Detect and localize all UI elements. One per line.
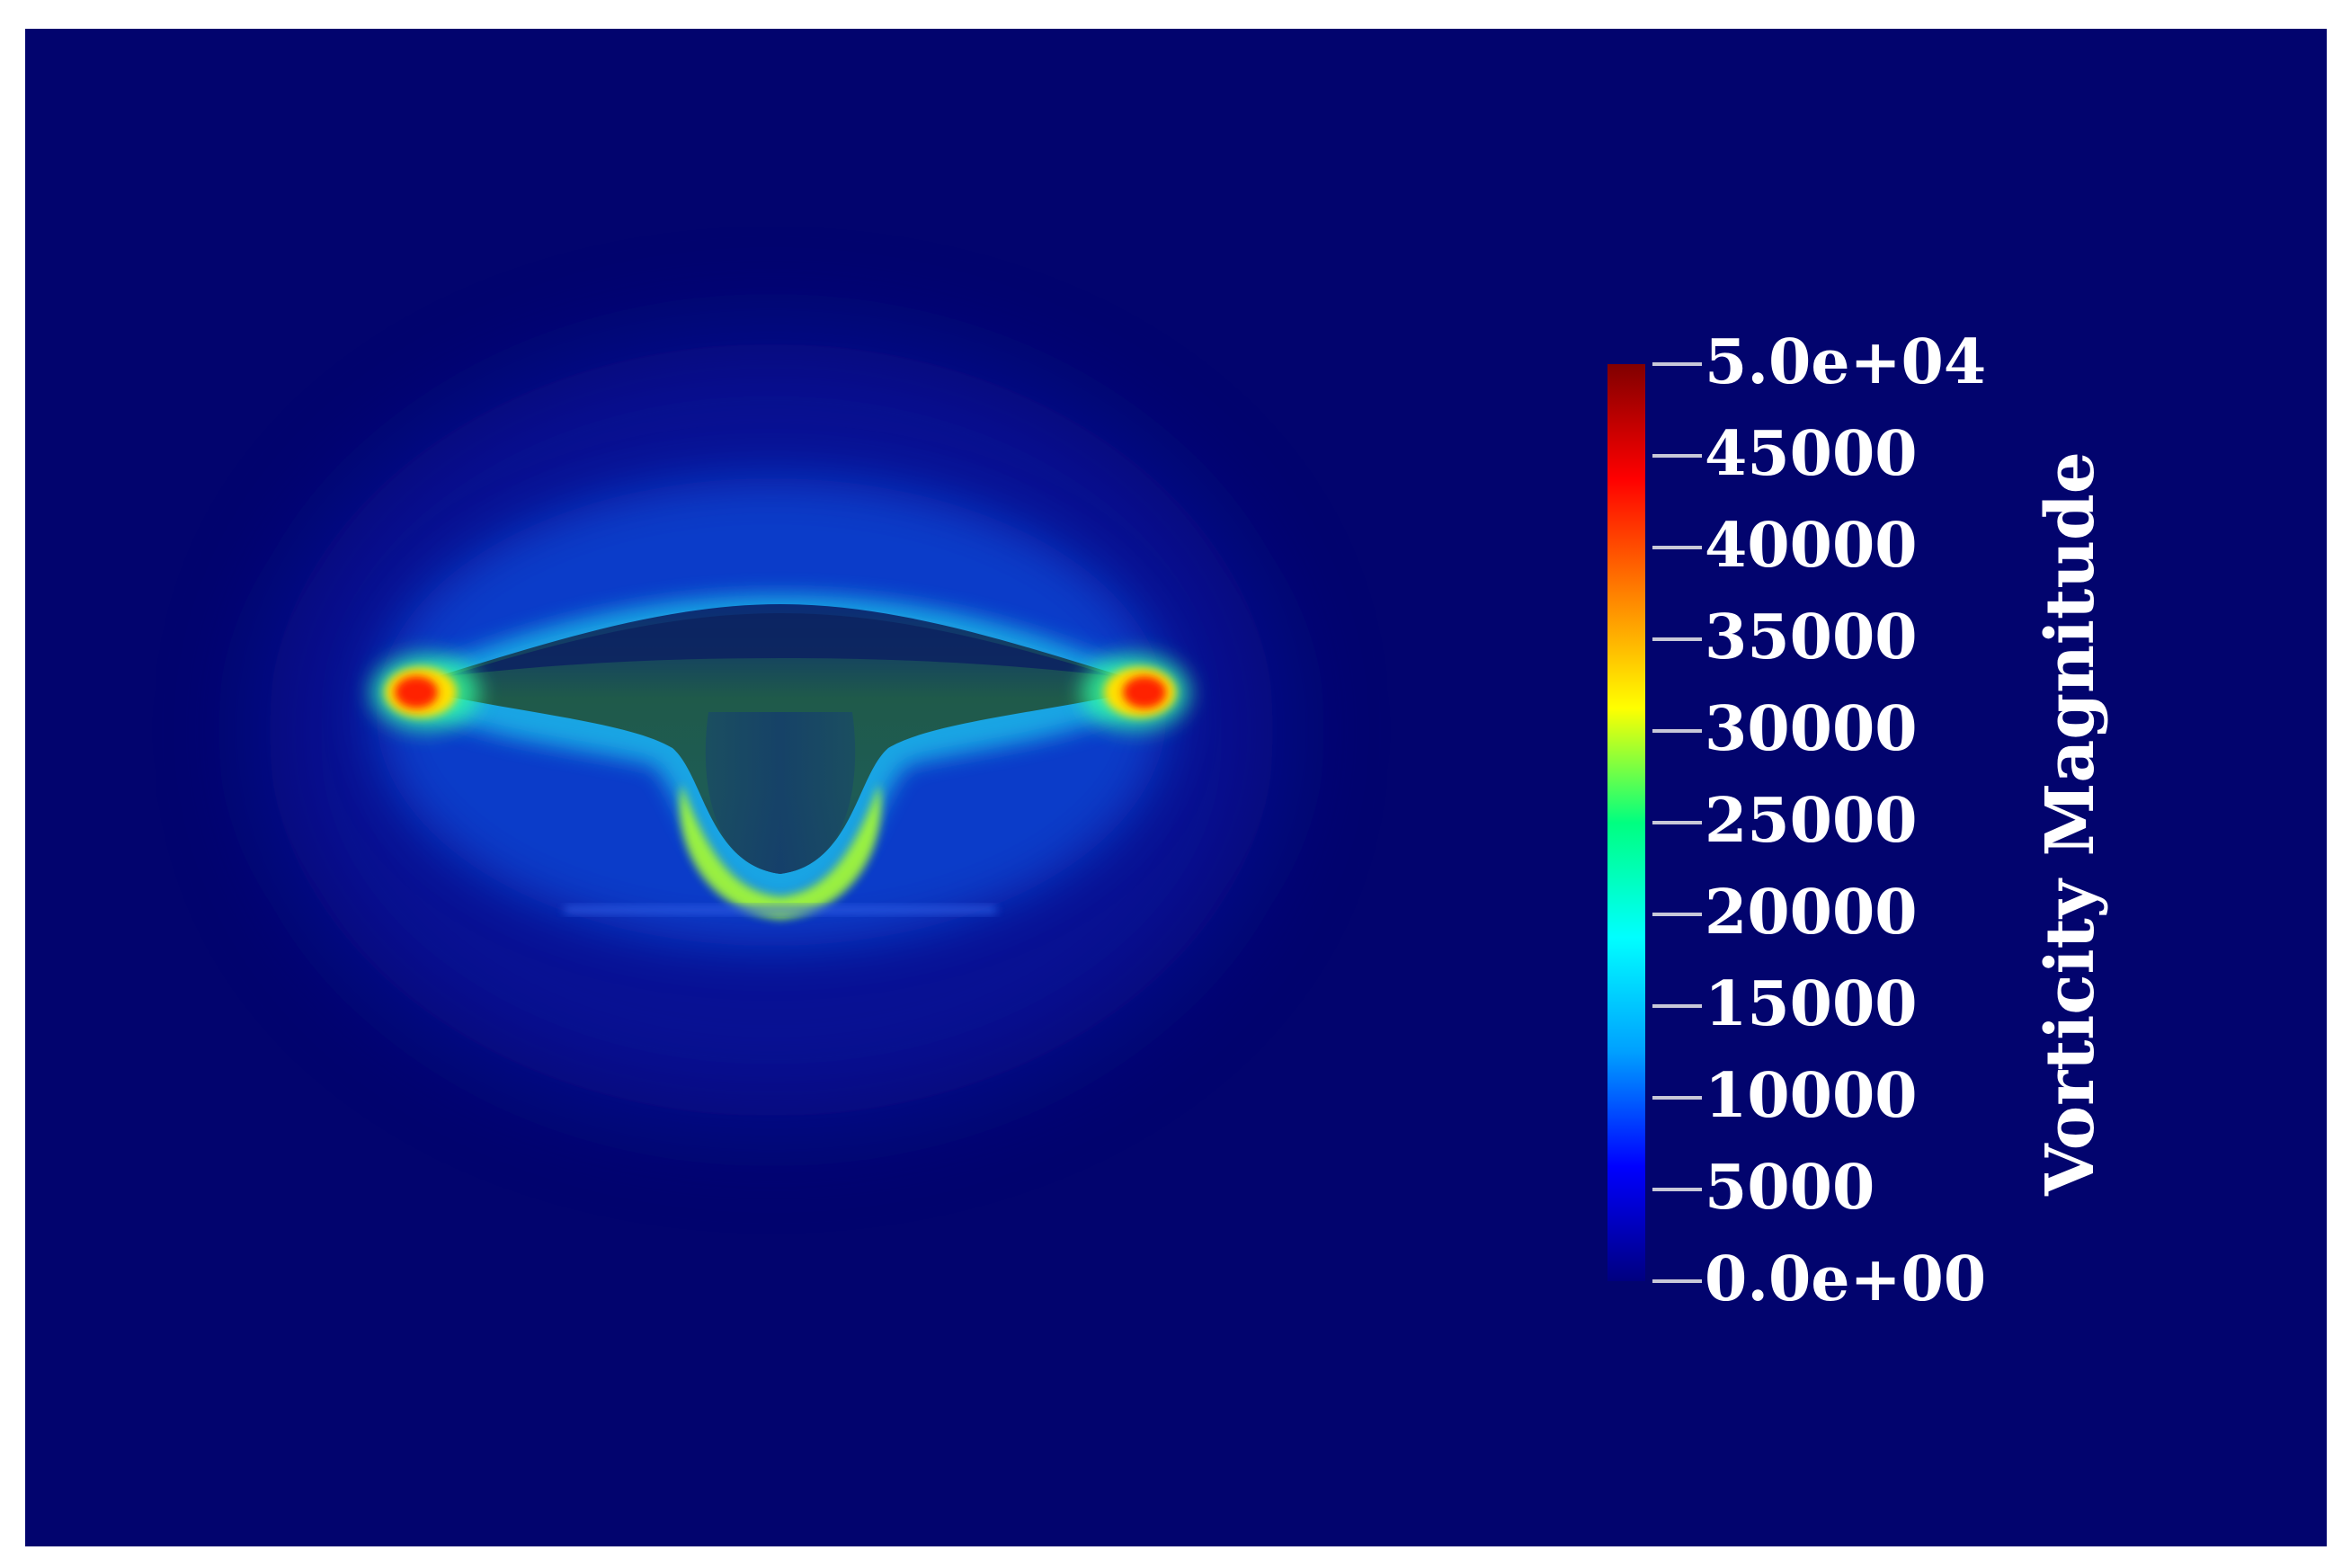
colorbar-tick-label: 0.0e+00	[1705, 1243, 1987, 1315]
colorbar-tick-label: 30000	[1705, 693, 1918, 765]
colorbar-tick-label: 10000	[1705, 1060, 1918, 1132]
colorbar-tick-label: 5000	[1705, 1152, 1875, 1224]
colorbar-tick-label: 35000	[1705, 601, 1918, 673]
colorbar-tick-mark	[1652, 821, 1702, 824]
vorticity-field	[268, 343, 1275, 1117]
colorbar-tick-mark	[1652, 637, 1702, 641]
vortex-stem	[705, 712, 856, 874]
colorbar-gradient	[1607, 364, 1645, 1281]
colorbar-tick-label: 40000	[1705, 510, 1918, 582]
colorbar-tick-mark	[1652, 1096, 1702, 1100]
colorbar-tick-mark	[1652, 362, 1702, 366]
colorbar-tick-mark	[1652, 1004, 1702, 1008]
colorbar-tick-mark	[1652, 1188, 1702, 1191]
colorbar-tick-label: 20000	[1705, 877, 1918, 949]
colorbar-title: Vorticity Magnitude	[2032, 451, 2109, 1196]
stem-rim	[680, 784, 881, 919]
left-tip-hotspot	[371, 655, 479, 730]
colorbar-tick-label: 45000	[1705, 418, 1918, 490]
colorbar-tick-label: 25000	[1705, 785, 1918, 857]
wake-line	[565, 906, 996, 913]
colorbar-tick-label: 5.0e+04	[1705, 326, 1987, 398]
vorticity-plot-frame: 5.0e+04 45000 40000 35000 30000 25000 20000 150…	[25, 29, 2327, 1546]
colorbar-tick-mark	[1652, 1279, 1702, 1283]
right-tip-hotspot	[1082, 655, 1189, 730]
vortex-cap	[448, 613, 1113, 676]
colorbar-tick-label: 15000	[1705, 968, 1918, 1040]
colorbar-tick-mark	[1652, 454, 1702, 458]
colorbar-tick-mark	[1652, 546, 1702, 549]
colorbar-tick-mark	[1652, 729, 1702, 733]
colorbar-tick-mark	[1652, 913, 1702, 916]
